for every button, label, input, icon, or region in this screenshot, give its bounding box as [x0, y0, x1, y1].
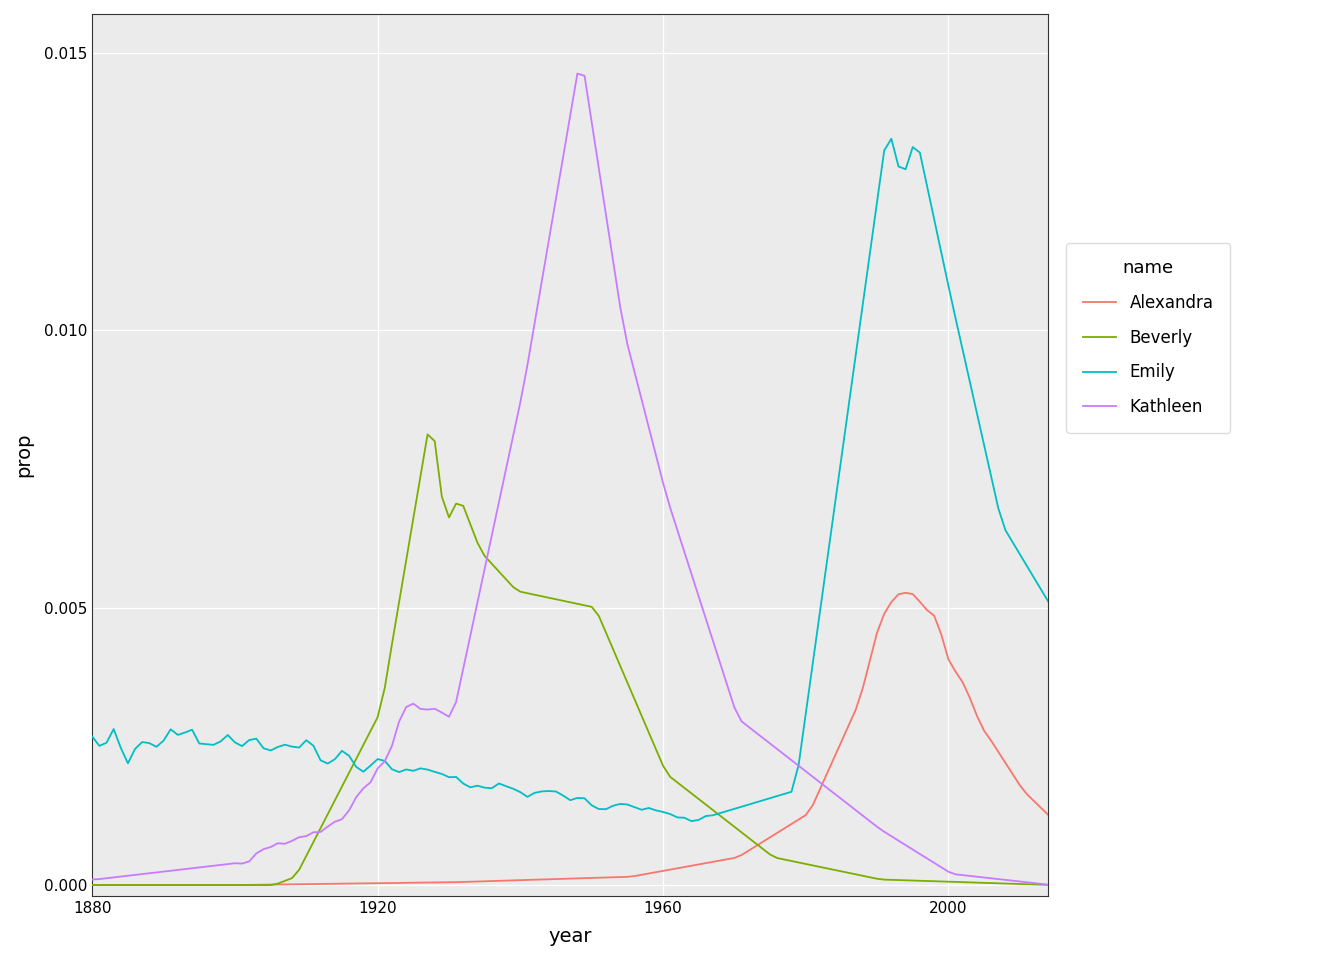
Beverly: [419, 429, 435, 441]
Alexandra: [626, 871, 642, 882]
Line: Emily: Emily: [93, 139, 1048, 821]
Alexandra: [85, 879, 101, 891]
Kathleen: [570, 68, 586, 80]
Emily: [1040, 596, 1056, 608]
Line: Beverly: Beverly: [93, 435, 1048, 885]
Alexandra: [769, 828, 785, 839]
Beverly: [85, 879, 101, 891]
Emily: [777, 788, 793, 800]
Legend: Alexandra, Beverly, Emily, Kathleen: Alexandra, Beverly, Emily, Kathleen: [1066, 243, 1230, 433]
Line: Kathleen: Kathleen: [93, 74, 1048, 885]
Emily: [883, 133, 899, 145]
Beverly: [633, 710, 649, 722]
Line: Alexandra: Alexandra: [93, 592, 1048, 885]
Kathleen: [633, 394, 649, 405]
Kathleen: [1040, 879, 1056, 891]
Kathleen: [777, 749, 793, 760]
Kathleen: [85, 874, 101, 885]
Kathleen: [919, 852, 935, 864]
Emily: [684, 815, 700, 827]
Beverly: [919, 876, 935, 887]
X-axis label: year: year: [548, 927, 591, 947]
Emily: [85, 731, 101, 742]
Alexandra: [305, 878, 321, 890]
Kathleen: [984, 873, 1000, 884]
Emily: [591, 804, 607, 815]
Emily: [926, 213, 942, 225]
Alexandra: [984, 735, 1000, 747]
Alexandra: [591, 872, 607, 883]
Beverly: [777, 853, 793, 865]
Kathleen: [305, 827, 321, 838]
Beverly: [598, 627, 614, 638]
Beverly: [305, 836, 321, 848]
Beverly: [984, 877, 1000, 889]
Emily: [626, 802, 642, 813]
Emily: [305, 740, 321, 752]
Alexandra: [1040, 809, 1056, 821]
Beverly: [1040, 879, 1056, 891]
Alexandra: [898, 587, 914, 598]
Y-axis label: prop: prop: [13, 433, 32, 477]
Alexandra: [919, 605, 935, 616]
Kathleen: [598, 209, 614, 221]
Emily: [991, 503, 1007, 515]
